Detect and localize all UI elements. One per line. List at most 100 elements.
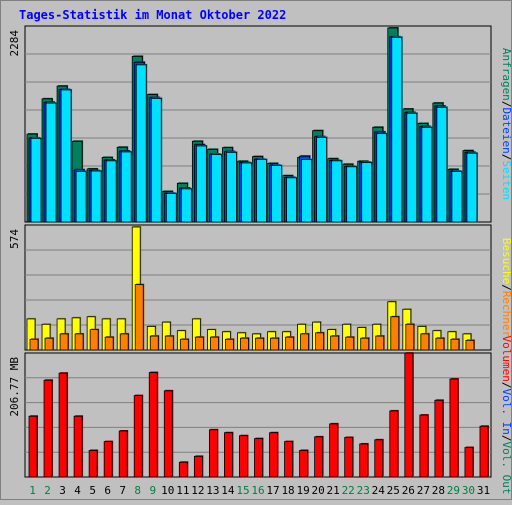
bar-volumen-day-24: [374, 439, 384, 478]
legend-separator: /: [500, 284, 512, 291]
day-label-3: 3: [59, 484, 66, 497]
legend-separator: /: [500, 435, 512, 442]
scale-label-requests: 2284: [8, 30, 21, 57]
bar-rechner-day-24: [375, 335, 385, 351]
bar-seiten-day-4: [75, 171, 87, 223]
bar-seiten-day-15: [241, 162, 252, 223]
day-label-20: 20: [312, 484, 325, 497]
bar-volumen-day-6: [103, 441, 113, 478]
bar-seiten-day-3: [60, 89, 72, 223]
bar-seiten-day-11: [180, 188, 192, 223]
panel-volume: 206.77 MB Volumen/Vol. In/Vol. Out: [8, 336, 512, 495]
panel-requests: 2284 Anfragen/Dateien/Seiten: [8, 25, 512, 223]
bar-rechner-day-10: [164, 335, 174, 351]
day-label-9: 9: [149, 484, 156, 497]
legend-requests: Anfragen/Dateien/Seiten: [500, 48, 512, 200]
bar-volumen-day-23: [359, 443, 369, 478]
bar-volumen-day-13: [208, 429, 218, 478]
bar-volumen-day-20: [314, 436, 324, 478]
scale-label-volume: 206.77 MB: [8, 357, 21, 417]
day-label-27: 27: [417, 484, 430, 497]
legend-entry-rechner: Rechner: [500, 291, 512, 338]
day-label-23: 23: [357, 484, 370, 497]
day-label-28: 28: [432, 484, 445, 497]
bar-seiten-day-23: [361, 162, 373, 223]
bar-rechner-day-5: [89, 329, 99, 351]
day-label-19: 19: [296, 484, 309, 497]
bar-volumen-day-18: [284, 441, 293, 478]
bar-volumen-day-14: [224, 432, 233, 478]
bar-volumen-day-17: [269, 432, 278, 478]
bar-rechner-day-22: [345, 336, 355, 351]
bar-volumen-day-8: [133, 395, 143, 478]
day-label-16: 16: [251, 484, 264, 497]
bar-volumen-day-16: [254, 438, 263, 478]
day-label-2: 2: [44, 484, 51, 497]
bar-seiten-day-7: [120, 151, 132, 223]
bar-rechner-day-17: [270, 337, 279, 351]
bar-volumen-day-9: [148, 372, 158, 478]
day-label-10: 10: [161, 484, 174, 497]
bar-rechner-day-21: [330, 335, 340, 351]
bar-rechner-day-19: [300, 333, 309, 351]
bar-seiten-day-19: [301, 159, 312, 223]
series-rechner: [29, 283, 475, 351]
panel-visits: 574 Besuche/Rechner: [8, 224, 512, 351]
bar-rechner-day-29: [450, 338, 460, 351]
day-label-1: 1: [29, 484, 36, 497]
scale-label-visits: 574: [8, 229, 21, 249]
legend-separator: /: [500, 154, 512, 161]
day-label-21: 21: [327, 484, 340, 497]
bar-rechner-day-3: [59, 333, 69, 351]
bar-seiten-day-27: [421, 126, 433, 223]
day-label-8: 8: [134, 484, 141, 497]
bar-seiten-day-10: [165, 193, 177, 223]
day-label-14: 14: [221, 484, 235, 497]
bar-seiten-day-13: [210, 154, 222, 223]
bar-rechner-day-30: [465, 339, 475, 351]
bar-rechner-day-27: [420, 333, 430, 351]
day-label-24: 24: [372, 484, 386, 497]
bar-volumen-day-25: [389, 410, 399, 478]
bar-rechner-day-8: [134, 284, 144, 351]
bar-volumen-day-2: [43, 379, 53, 478]
bar-volumen-day-12: [193, 455, 203, 478]
legend-visits: Besuche/Rechner: [500, 238, 512, 338]
bar-rechner-day-25: [390, 316, 400, 351]
legend-entry-anfragen: Anfragen: [500, 48, 512, 101]
bar-seiten-day-30: [466, 152, 478, 223]
bar-rechner-day-16: [255, 337, 264, 351]
day-label-7: 7: [119, 484, 126, 497]
bar-seiten-day-1: [30, 137, 42, 223]
bar-seiten-day-9: [150, 98, 162, 223]
bar-volumen-day-28: [434, 399, 444, 478]
day-axis: 1 2 3 4 5 6 7 8 9 10 11 12 13 14 15 16 17 18 19 20 21 22 23 24 2…: [29, 484, 490, 497]
bar-rechner-day-18: [285, 336, 294, 351]
bar-seiten-day-21: [331, 160, 343, 223]
day-label-4: 4: [74, 484, 81, 497]
legend-volume: Volumen/Vol. In/Vol. Out: [500, 336, 512, 495]
day-label-29: 29: [447, 484, 460, 497]
chart-title: Tages-Statistik im Monat Oktober 2022: [19, 8, 286, 22]
bar-volumen-day-1: [28, 415, 38, 478]
bar-seiten-day-6: [105, 160, 117, 223]
bar-seiten-day-17: [271, 165, 282, 223]
legend-separator: /: [500, 101, 512, 108]
legend-entry-vol-out: Vol. Out: [500, 441, 512, 494]
bar-rechner-day-15: [240, 337, 249, 351]
bar-rechner-day-23: [360, 337, 370, 351]
bar-rechner-day-4: [74, 333, 84, 351]
bar-seiten-day-22: [346, 166, 358, 223]
legend-entry-besuche: Besuche: [500, 238, 512, 284]
bar-volumen-day-3: [58, 372, 68, 478]
bar-rechner-day-20: [315, 332, 325, 351]
day-label-31: 31: [477, 484, 490, 497]
bar-seiten-day-29: [451, 171, 463, 223]
bar-volumen-day-27: [419, 414, 429, 478]
bar-rechner-day-12: [194, 336, 204, 351]
legend-entry-dateien: Dateien: [500, 107, 512, 153]
day-label-25: 25: [387, 484, 400, 497]
bar-seiten-day-2: [45, 102, 57, 223]
